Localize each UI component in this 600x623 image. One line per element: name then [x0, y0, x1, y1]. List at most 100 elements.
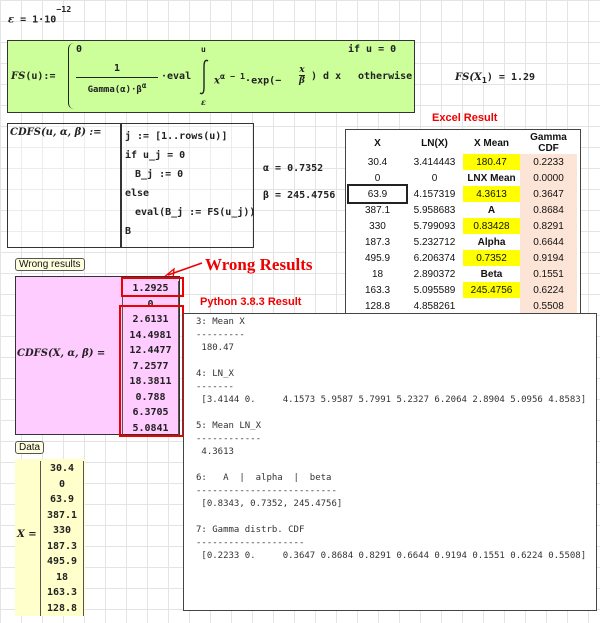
excel-cell[interactable]: 0.6644: [520, 234, 577, 250]
excel-cell[interactable]: 6.206374: [413, 252, 456, 264]
integral-upper-limit: u: [201, 45, 206, 54]
excel-cell[interactable]: 0: [431, 172, 438, 184]
excel-cell[interactable]: 128.8: [364, 300, 391, 312]
excel-cell[interactable]: 187.3: [364, 236, 391, 248]
case-brace: [68, 43, 75, 109]
alpha-value[interactable]: α = 0.7352: [263, 163, 324, 174]
excel-cell[interactable]: [463, 298, 520, 314]
fs-evaluation[interactable]: FS(X1) = 1.29: [455, 72, 536, 85]
cdfs-result[interactable]: CDFS(X, α, β) = 1.2925 0 2.6131 14.4981 12.4…: [15, 276, 180, 436]
excel-cell[interactable]: 0.2233: [520, 154, 577, 170]
excel-cell[interactable]: 0.0000: [520, 170, 577, 186]
matrix-element: 187.3: [46, 540, 78, 552]
fraction: 1 Gamma(α)·βα: [76, 63, 158, 95]
excel-cell[interactable]: LNX Mean: [467, 172, 516, 184]
excel-cell[interactable]: 0.7352: [463, 250, 520, 266]
excel-cell[interactable]: 4.157319: [413, 188, 456, 200]
excel-row: 63.9 4.157319 4.3613 0.3647: [347, 184, 577, 204]
program-line: B: [125, 226, 132, 237]
excel-cell[interactable]: 5.095589: [413, 284, 456, 296]
excel-row: 387.1 5.958683 A 0.8684: [349, 202, 577, 218]
python-output: 3: Mean X --------- 180.47 4: LN_X -----…: [183, 313, 597, 611]
excel-header: Gamma CDF: [530, 132, 567, 154]
excel-cell[interactable]: 18: [371, 268, 384, 280]
program-line: else: [125, 188, 150, 199]
excel-cell[interactable]: 245.4756: [463, 282, 520, 298]
matrix-element: 14.4981: [129, 329, 172, 341]
excel-cell[interactable]: 0.3647: [520, 186, 577, 202]
matrix-element: 2.6131: [132, 314, 169, 325]
matrix-element: 12.4477: [129, 345, 172, 356]
excel-row: 330 5.799093 0.83428 0.8291: [349, 218, 577, 234]
beta-value[interactable]: β = 245.4756: [263, 190, 336, 201]
cdfs-header: CDFS(u, α, β) :=: [10, 127, 102, 138]
excel-header-row: X LN(X) X Mean Gamma CDF: [349, 132, 577, 154]
excel-cell[interactable]: 0.8291: [520, 218, 577, 234]
program-line: j := [1..rows(u)]: [125, 131, 228, 142]
excel-cell[interactable]: 4.3613: [463, 186, 520, 202]
excel-header: X Mean: [473, 137, 509, 149]
case2-condition: otherwise: [358, 71, 413, 82]
excel-result-title: Excel Result: [432, 112, 498, 124]
excel-row: 0 0 LNX Mean 0.0000: [349, 170, 577, 186]
excel-cell[interactable]: 5.958683: [413, 204, 456, 216]
excel-cell[interactable]: 180.47: [463, 154, 520, 170]
data-vector[interactable]: X = 30.4 0 63.9 387.1 330 187.3 495.9 18 163.3 12…: [15, 459, 85, 616]
wrong-results-label[interactable]: Wrong results: [15, 258, 85, 271]
excel-cell[interactable]: 163.3: [364, 284, 391, 296]
matrix-element: 0: [147, 298, 154, 310]
program-bar: [120, 124, 122, 247]
epsilon-definition[interactable]: ε = 1·10−12: [8, 4, 72, 26]
excel-cell[interactable]: 4.858261: [413, 300, 456, 312]
excel-cell[interactable]: 0.6224: [520, 282, 577, 298]
data-label[interactable]: Data: [15, 441, 45, 454]
excel-cell[interactable]: 0: [374, 172, 381, 184]
program-line: B_j := 0: [135, 169, 184, 180]
excel-cell[interactable]: 0.1551: [520, 266, 577, 282]
matrix-element: 128.8: [46, 602, 78, 614]
excel-cell[interactable]: 0.83428: [463, 218, 520, 234]
excel-result-table: X LN(X) X Mean Gamma CDF 30.4 3.414443 180.47 0…: [345, 129, 581, 317]
eval-keyword: ·eval: [161, 71, 192, 82]
excel-cell[interactable]: 5.232712: [413, 236, 456, 248]
cdfs-definition[interactable]: CDFS(u, α, β) := j := [1..rows(u)] if u_j…: [7, 123, 255, 248]
excel-header: LN(X): [421, 137, 448, 149]
case1-condition: if u = 0: [348, 44, 397, 55]
excel-cell[interactable]: 3.414443: [413, 156, 456, 168]
matrix-element: 387.1: [46, 509, 78, 521]
matrix-element: 495.9: [46, 556, 78, 567]
data-matrix: 30.4 0 63.9 387.1 330 187.3 495.9 18 163.3 128.8: [40, 461, 84, 616]
excel-cell[interactable]: 330: [369, 220, 386, 232]
excel-cell[interactable]: 63.9: [347, 184, 408, 204]
excel-cell[interactable]: 387.1: [364, 204, 391, 216]
excel-row: 495.9 6.206374 0.7352 0.9194: [349, 250, 577, 266]
fs-definition[interactable]: FS(u):= 0 if u = 0 1 Gamma(α)·βα ·eval u…: [7, 40, 415, 113]
result-vector: 1.2925 0 2.6131 14.4981 12.4477 7.2577 18.3811…: [122, 281, 179, 436]
matrix-element: 0.788: [135, 391, 166, 403]
matrix-element: 1.2925: [132, 283, 169, 294]
excel-row: 18 2.890372 Beta 0.1551: [349, 266, 577, 282]
integral-lower-limit: ε: [201, 97, 206, 107]
case1-value: 0: [76, 44, 83, 55]
excel-row: 30.4 3.414443 180.47 0.2233: [349, 154, 577, 170]
excel-cell[interactable]: 0.5508: [520, 298, 577, 314]
excel-row: 128.8 4.858261 0.5508: [349, 298, 577, 314]
excel-cell[interactable]: 5.799093: [413, 220, 456, 232]
excel-cell[interactable]: 30.4: [367, 156, 388, 168]
excel-cell[interactable]: 495.9: [364, 252, 391, 264]
wrong-value-highlight: [121, 277, 184, 297]
matrix-element: 18: [55, 571, 69, 583]
matrix-element: 0: [58, 478, 66, 490]
cdfs-call: CDFS(X, α, β) =: [17, 348, 106, 359]
matrix-element: 63.9: [49, 494, 75, 505]
excel-cell[interactable]: 0.9194: [520, 250, 577, 266]
excel-cell[interactable]: 0.8684: [520, 202, 577, 218]
fs-name: FS(u):=: [11, 71, 56, 82]
wrong-values-highlight: [119, 305, 184, 437]
excel-cell[interactable]: Beta: [480, 268, 503, 280]
excel-cell[interactable]: A: [487, 204, 496, 216]
matrix-element: 7.2577: [132, 360, 169, 372]
excel-cell[interactable]: Alpha: [477, 236, 506, 248]
excel-cell[interactable]: 2.890372: [413, 268, 456, 280]
